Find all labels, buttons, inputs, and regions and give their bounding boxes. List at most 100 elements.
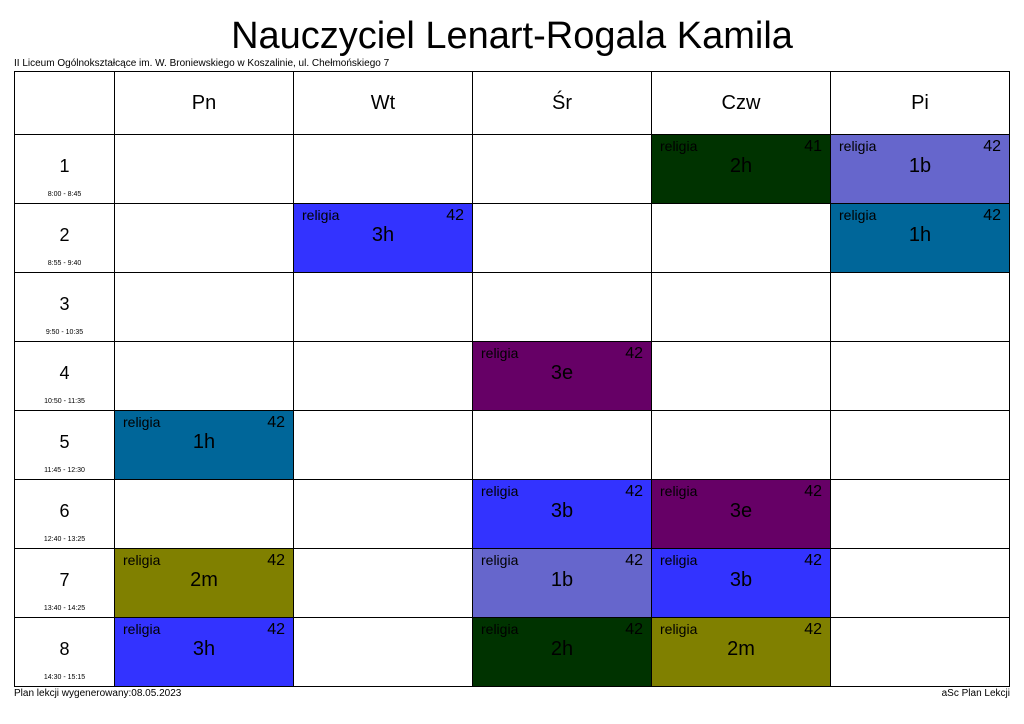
period-header: 3 9:50 - 10:35 <box>14 272 115 342</box>
period-time: 9:50 - 10:35 <box>45 329 84 336</box>
lesson-subject: religia <box>123 414 161 430</box>
day-header-wt: Wt <box>293 71 473 135</box>
period-number: 6 <box>59 501 70 521</box>
lesson-class: 1h <box>192 431 216 453</box>
slot-czw-1: religia 41 2h <box>651 134 831 204</box>
slot-pn-5: religia 42 1h <box>114 410 294 480</box>
lesson-class: 2m <box>727 638 755 660</box>
lesson-room: 42 <box>267 414 285 431</box>
lesson-room: 42 <box>267 552 285 569</box>
lesson-subject: religia <box>660 138 698 154</box>
period-row: 6 12:40 - 13:25 religia 42 3b religia 42 3e <box>14 479 1010 549</box>
lesson-subject: religia <box>481 345 519 361</box>
slot-czw-7: religia 42 3b <box>651 548 831 618</box>
lesson-block: religia 42 3e <box>652 480 830 548</box>
period-number: 2 <box>59 225 70 245</box>
lesson-block: religia 42 1b <box>473 549 651 617</box>
lesson-block: religia 42 1b <box>831 135 1009 203</box>
lesson-block: religia 42 3b <box>473 480 651 548</box>
slot-czw-4 <box>651 341 831 411</box>
period-number: 7 <box>59 570 70 590</box>
lesson-room: 42 <box>804 483 822 500</box>
period-row: 3 9:50 - 10:35 <box>14 272 1010 342</box>
period-time: 13:40 - 14:25 <box>43 605 86 612</box>
days-header-row: Pn Wt Śr Czw Pi <box>14 71 1010 135</box>
period-number: 3 <box>59 294 70 314</box>
slot-czw-3 <box>651 272 831 342</box>
lesson-subject: religia <box>481 621 519 637</box>
lesson-block: religia 42 3h <box>115 618 293 686</box>
slot-pn-6 <box>114 479 294 549</box>
lesson-subject: religia <box>123 552 161 568</box>
slot-sr-4: religia 42 3e <box>472 341 652 411</box>
lesson-room: 42 <box>267 621 285 638</box>
corner-cell <box>14 71 115 135</box>
lesson-class: 1b <box>550 569 574 591</box>
period-header: 6 12:40 - 13:25 <box>14 479 115 549</box>
lesson-class: 2m <box>190 569 218 591</box>
period-number: 8 <box>59 639 70 659</box>
lesson-class: 1b <box>908 155 932 177</box>
slot-pi-6 <box>830 479 1010 549</box>
slot-pi-7 <box>830 548 1010 618</box>
lesson-block: religia 42 3e <box>473 342 651 410</box>
slot-sr-7: religia 42 1b <box>472 548 652 618</box>
software-name: aSc Plan Lekcji <box>941 688 1010 699</box>
lesson-room: 42 <box>625 552 643 569</box>
slot-sr-6: religia 42 3b <box>472 479 652 549</box>
timetable-grid: Pn Wt Śr Czw Pi 1 8:00 - 8:45 religia 41 2h r… <box>14 71 1010 687</box>
slot-pn-3 <box>114 272 294 342</box>
page-title: Nauczyciel Lenart-Rogala Kamila <box>231 15 793 57</box>
lesson-block: religia 42 3h <box>294 204 472 272</box>
lesson-class: 3h <box>192 638 216 660</box>
slot-sr-2 <box>472 203 652 273</box>
period-row: 2 8:55 - 9:40 religia 42 3h religia 42 1h <box>14 203 1010 273</box>
lesson-subject: religia <box>481 552 519 568</box>
slot-pi-3 <box>830 272 1010 342</box>
lesson-room: 42 <box>804 552 822 569</box>
period-header: 2 8:55 - 9:40 <box>14 203 115 273</box>
lesson-room: 42 <box>983 138 1001 155</box>
period-header: 1 8:00 - 8:45 <box>14 134 115 204</box>
period-header: 7 13:40 - 14:25 <box>14 548 115 618</box>
period-row: 1 8:00 - 8:45 religia 41 2h religia 42 1b <box>14 134 1010 204</box>
slot-pi-4 <box>830 341 1010 411</box>
lesson-block: religia 42 3b <box>652 549 830 617</box>
slot-pn-7: religia 42 2m <box>114 548 294 618</box>
lesson-class: 3b <box>550 500 574 522</box>
lesson-subject: religia <box>660 552 698 568</box>
period-header: 5 11:45 - 12:30 <box>14 410 115 480</box>
day-header-pi: Pi <box>830 71 1010 135</box>
period-time: 12:40 - 13:25 <box>43 536 86 543</box>
period-number: 1 <box>59 156 70 176</box>
lesson-class: 1h <box>908 224 932 246</box>
period-header: 8 14:30 - 15:15 <box>14 617 115 687</box>
lesson-subject: religia <box>660 483 698 499</box>
day-header-pn: Pn <box>114 71 294 135</box>
slot-pi-5 <box>830 410 1010 480</box>
period-header: 4 10:50 - 11:35 <box>14 341 115 411</box>
period-row: 4 10:50 - 11:35 religia 42 3e <box>14 341 1010 411</box>
slot-wt-7 <box>293 548 473 618</box>
lesson-class: 3b <box>729 569 753 591</box>
slot-pi-2: religia 42 1h <box>830 203 1010 273</box>
lesson-subject: religia <box>839 138 877 154</box>
day-header-czw: Czw <box>651 71 831 135</box>
slot-wt-8 <box>293 617 473 687</box>
lesson-subject: religia <box>839 207 877 223</box>
lesson-class: 3h <box>371 224 395 246</box>
lesson-class: 3e <box>729 500 753 522</box>
lesson-block: religia 42 2m <box>115 549 293 617</box>
lesson-class: 3e <box>550 362 574 384</box>
lesson-block: religia 42 1h <box>831 204 1009 272</box>
lesson-subject: religia <box>481 483 519 499</box>
slot-sr-1 <box>472 134 652 204</box>
lesson-subject: religia <box>660 621 698 637</box>
period-time: 8:55 - 9:40 <box>47 260 82 267</box>
period-row: 8 14:30 - 15:15 religia 42 3h religia 42 2h reli… <box>14 617 1010 687</box>
period-time: 8:00 - 8:45 <box>47 191 82 198</box>
slot-pi-8 <box>830 617 1010 687</box>
lesson-block: religia 42 2m <box>652 618 830 686</box>
slot-sr-8: religia 42 2h <box>472 617 652 687</box>
period-row: 5 11:45 - 12:30 religia 42 1h <box>14 410 1010 480</box>
